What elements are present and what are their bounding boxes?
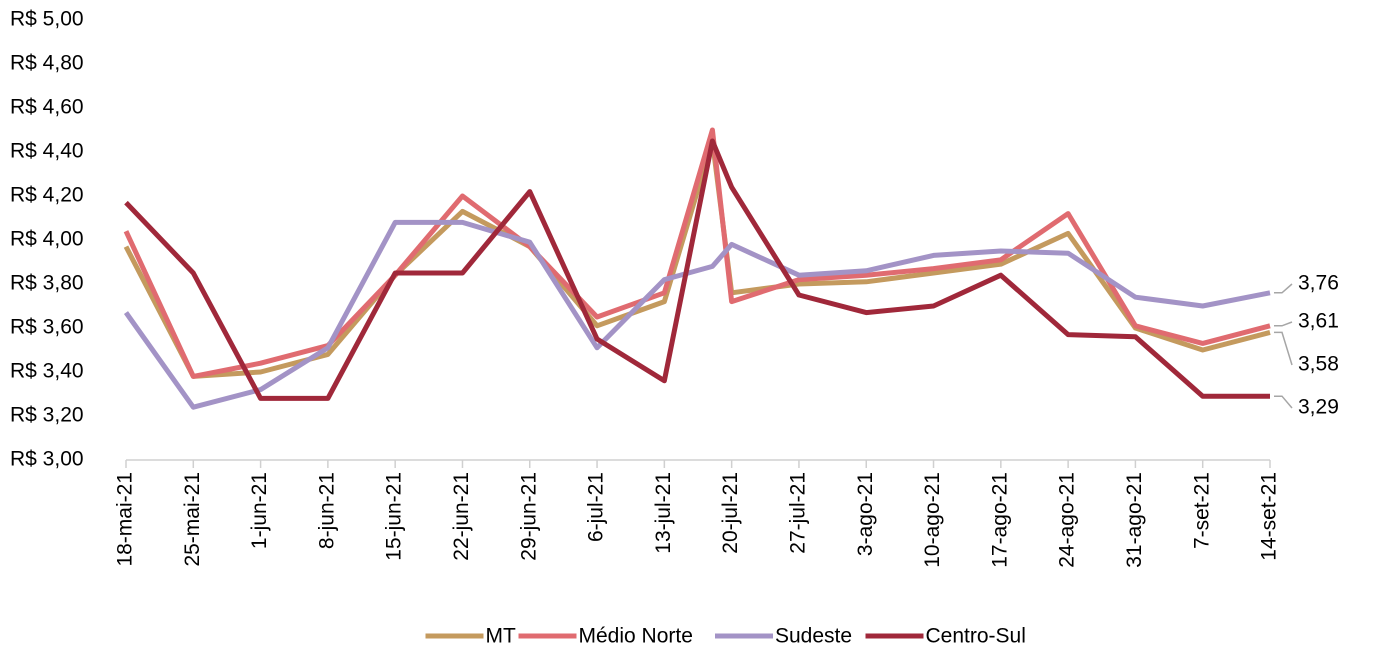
y-tick-label: R$ 3,80 — [10, 272, 84, 295]
legend-label: MT — [486, 625, 516, 648]
x-tick-label: 15-jun-21 — [383, 472, 406, 561]
x-tick-label: 1-jun-21 — [248, 472, 271, 549]
x-tick-label: 22-jun-21 — [450, 472, 473, 561]
y-tick-label: R$ 4,80 — [10, 52, 84, 75]
label-leader — [1274, 321, 1293, 327]
data-label: 3,29 — [1298, 396, 1339, 419]
x-tick-label: 31-ago-21 — [1123, 472, 1146, 568]
label-leader — [1274, 331, 1293, 366]
x-tick-label: 27-jul-21 — [786, 472, 809, 554]
x-tick-label: 25-mai-21 — [181, 472, 204, 567]
x-tick-label: 6-jul-21 — [585, 472, 608, 542]
data-label: 3,61 — [1298, 310, 1339, 333]
series-line — [123, 127, 1271, 379]
y-tick-label: R$ 4,60 — [10, 96, 84, 119]
x-tick-label: 3-ago-21 — [854, 472, 877, 556]
x-tick-label: 18-mai-21 — [114, 472, 137, 567]
data-label: 3,58 — [1298, 353, 1339, 376]
y-tick-label: R$ 4,20 — [10, 184, 84, 207]
x-tick-label: 10-ago-21 — [921, 472, 944, 568]
legend-label: Sudeste — [775, 625, 852, 648]
x-tick-label: 29-jun-21 — [517, 472, 540, 561]
x-tick-label: 7-set-21 — [1190, 472, 1213, 549]
y-tick-label: R$ 4,00 — [10, 228, 84, 251]
legend-label: Médio Norte — [579, 625, 693, 648]
series-line — [123, 219, 1271, 410]
y-tick-label: R$ 3,00 — [10, 448, 84, 471]
x-tick-label: 24-ago-21 — [1056, 472, 1079, 568]
series-line — [124, 138, 1270, 401]
x-tick-label: 13-jul-21 — [652, 472, 675, 554]
y-tick-label: R$ 3,20 — [10, 404, 84, 427]
y-tick-label: R$ 3,40 — [10, 360, 84, 383]
y-tick-label: R$ 5,00 — [10, 8, 84, 31]
x-tick-label: 14-set-21 — [1258, 472, 1281, 561]
label-leader — [1274, 283, 1293, 294]
y-tick-label: R$ 3,60 — [10, 316, 84, 339]
x-tick-label: 17-ago-21 — [988, 472, 1011, 568]
y-tick-label: R$ 4,40 — [10, 140, 84, 163]
legend-label: Centro-Sul — [926, 625, 1026, 648]
label-leader — [1274, 395, 1293, 409]
x-tick-label: 20-jul-21 — [719, 472, 742, 554]
data-label: 3,76 — [1298, 272, 1339, 295]
x-tick-label: 8-jun-21 — [315, 472, 338, 549]
